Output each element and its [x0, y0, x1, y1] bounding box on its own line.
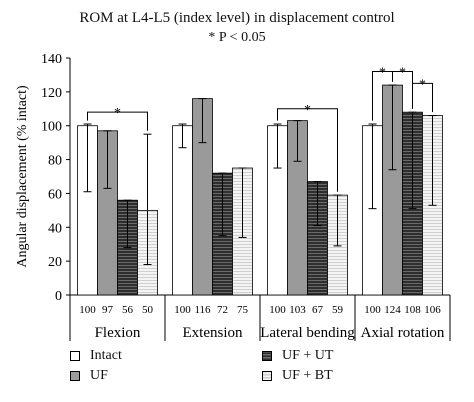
legend-label: Intact — [90, 348, 122, 363]
chart-subtitle: * P < 0.05 — [208, 30, 266, 45]
legend-item: UF + BT — [262, 368, 333, 384]
legend-swatch — [70, 371, 80, 381]
bar-value-label: 100 — [79, 304, 96, 316]
significance-star: * — [379, 66, 386, 81]
bar-value-label: 97 — [102, 304, 114, 316]
significance-star: * — [304, 103, 311, 118]
bar-value-label: 124 — [384, 304, 401, 316]
y-axis-label: Angular displacement (% intact) — [15, 85, 30, 268]
bar-value-label: 100 — [269, 304, 286, 316]
significance-star: * — [114, 106, 121, 121]
legend-label: UF + BT — [282, 368, 333, 383]
category-label: Extension — [183, 325, 243, 341]
category-label: Lateral bending — [260, 325, 355, 341]
significance-bracket — [412, 82, 433, 113]
bar-value-label: 106 — [424, 304, 441, 316]
significance-star: * — [399, 66, 406, 81]
significance-star: * — [419, 77, 426, 92]
legend-swatch — [262, 371, 272, 381]
y-tick-label: 80 — [48, 154, 62, 169]
bar-value-label: 75 — [237, 304, 249, 316]
legend-label: UF + UT — [282, 348, 334, 363]
y-tick-label: 140 — [41, 52, 62, 67]
bar-value-label: 103 — [289, 304, 306, 316]
bar-value-label: 56 — [122, 304, 134, 316]
legend-item: UF — [70, 368, 108, 384]
bar-value-label: 108 — [404, 304, 421, 316]
bar-value-label: 50 — [142, 304, 154, 316]
category-label: Axial rotation — [361, 325, 445, 341]
y-tick-label: 40 — [48, 221, 62, 236]
bar-value-label: 72 — [217, 304, 228, 316]
y-tick-label: 60 — [48, 187, 62, 202]
bar-value-label: 100 — [174, 304, 191, 316]
legend-swatch — [70, 351, 80, 361]
legend-item: UF + UT — [262, 348, 333, 364]
chart-title: ROM at L4-L5 (index level) in displaceme… — [79, 10, 395, 26]
y-tick-label: 20 — [48, 255, 62, 270]
y-tick-label: 120 — [41, 86, 62, 101]
bar — [172, 125, 193, 296]
significance-bracket — [277, 108, 338, 192]
category-label: Flexion — [95, 325, 141, 341]
bar-value-label: 100 — [364, 304, 381, 316]
significance-bracket — [87, 111, 148, 131]
bar-value-label: 67 — [312, 304, 324, 316]
y-tick-label: 0 — [55, 289, 62, 304]
y-tick-label: 100 — [41, 120, 62, 135]
bar-value-label: 116 — [194, 304, 211, 316]
legend-swatch — [262, 351, 272, 361]
legend-item: Intact — [70, 348, 122, 364]
legend-label: UF — [90, 368, 108, 383]
bar-value-label: 59 — [332, 304, 344, 316]
